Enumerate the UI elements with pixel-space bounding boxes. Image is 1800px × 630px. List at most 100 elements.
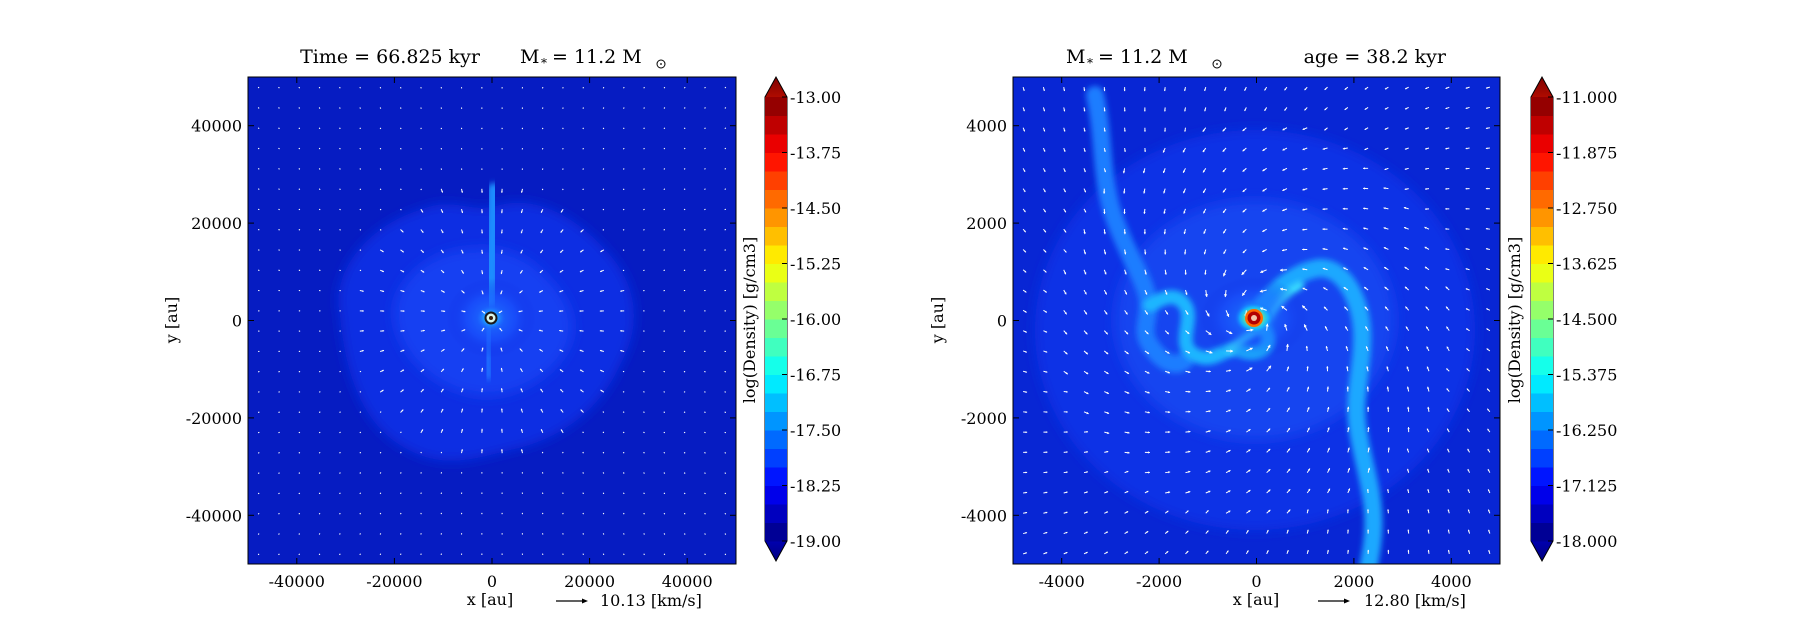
velocity-arrowhead	[1126, 470, 1129, 473]
velocity-arrowhead	[481, 408, 483, 411]
velocity-arrowhead	[421, 389, 424, 392]
velocity-arrowhead	[1063, 170, 1066, 172]
velocity-arrowhead	[420, 553, 422, 555]
velocity-arrowhead	[442, 349, 445, 351]
velocity-arrowhead	[362, 290, 364, 292]
y-tick-label: 2000	[966, 214, 1007, 233]
velocity-arrowhead	[1404, 266, 1407, 270]
velocity-arrowhead	[1203, 211, 1206, 214]
colorbar-band	[765, 245, 787, 264]
velocity-arrowhead	[1188, 410, 1191, 413]
x-tick-label: 0	[1251, 572, 1261, 591]
velocity-arrowhead	[540, 429, 543, 431]
velocity-arrowhead	[1083, 252, 1087, 255]
velocity-arrowhead	[1307, 427, 1310, 430]
velocity-arrowhead	[1083, 231, 1086, 235]
velocity-arrowhead	[1467, 509, 1470, 512]
velocity-arrowhead	[1282, 148, 1285, 151]
velocity-arrowhead	[481, 292, 484, 295]
velocity-arrowhead	[1124, 252, 1127, 255]
velocity-arrowhead	[704, 289, 706, 292]
velocity-arrowhead	[684, 533, 686, 535]
velocity-arrowhead	[1485, 187, 1488, 190]
velocity-arrowhead	[1063, 89, 1066, 92]
velocity-arrowhead	[501, 428, 503, 431]
velocity-arrowhead	[1347, 509, 1349, 511]
colorbar-band	[1531, 356, 1553, 375]
velocity-arrowhead	[278, 553, 280, 556]
velocity-arrowhead	[1487, 428, 1490, 431]
velocity-arrowhead	[542, 553, 544, 555]
velocity-arrowhead	[1284, 88, 1287, 91]
velocity-arrowhead	[1025, 491, 1028, 494]
velocity-arrowhead	[663, 350, 665, 353]
velocity-arrowhead	[1166, 331, 1169, 335]
velocity-arrowhead	[1385, 326, 1388, 329]
colorbar-tick-label: -18.000	[1556, 532, 1617, 551]
velocity-arrowhead	[381, 369, 384, 372]
mass-symbol: M	[1066, 46, 1085, 68]
velocity-arrowhead	[1268, 469, 1271, 472]
velocity-arrowhead	[1262, 169, 1265, 172]
velocity-arrowhead	[1365, 326, 1368, 329]
velocity-arrowhead	[1045, 491, 1048, 494]
velocity-arrowhead	[1045, 451, 1048, 454]
colorbar-band	[765, 152, 787, 172]
velocity-arrowhead	[1164, 130, 1166, 132]
velocity-arrowhead	[1386, 346, 1389, 349]
velocity-arrowhead	[1363, 207, 1366, 210]
quiver-key-left: 10.13 [km/s]	[556, 591, 702, 610]
velocity-arrowhead	[1466, 368, 1469, 371]
velocity-arrowhead	[359, 371, 362, 373]
velocity-arrowhead	[402, 369, 404, 372]
velocity-arrowhead	[664, 553, 666, 555]
velocity-arrowhead	[1384, 168, 1387, 171]
velocity-arrowhead	[1327, 488, 1331, 491]
velocity-arrowhead	[278, 391, 280, 393]
velocity-arrowhead	[257, 107, 260, 109]
velocity-arrowhead	[1147, 411, 1150, 414]
velocity-arrowhead	[339, 492, 341, 495]
velocity-arrowhead	[1386, 366, 1389, 369]
velocity-arrowhead	[1147, 391, 1150, 394]
velocity-arrowhead	[1267, 387, 1270, 391]
velocity-arrowhead	[1322, 207, 1325, 211]
velocity-arrowhead	[623, 553, 625, 555]
velocity-arrowhead	[1246, 550, 1249, 553]
velocity-arrowhead	[1167, 491, 1171, 494]
velocity-arrowhead	[562, 127, 564, 130]
velocity-arrowhead	[1264, 88, 1267, 91]
velocity-arrowhead	[562, 512, 564, 515]
velocity-arrowhead	[257, 86, 260, 89]
velocity-arrowhead	[623, 87, 625, 89]
velocity-arrowhead	[1286, 366, 1290, 369]
velocity-arrowhead	[1064, 190, 1066, 193]
panel-right-title-age: age = 38.2 kyr	[1304, 46, 1447, 68]
velocity-arrowhead	[379, 229, 382, 231]
velocity-arrowhead	[278, 371, 280, 373]
velocity-arrowhead	[1485, 147, 1488, 150]
velocity-arrowhead	[1045, 431, 1048, 434]
velocity-arrowhead	[339, 249, 341, 251]
velocity-arrowhead	[582, 533, 584, 535]
velocity-arrowhead	[1267, 408, 1271, 411]
velocity-arrowhead	[1265, 323, 1269, 327]
velocity-arrowhead	[560, 409, 563, 412]
velocity-arrowhead	[582, 107, 584, 109]
velocity-arrowhead	[684, 188, 686, 190]
velocity-arrowhead	[1106, 531, 1108, 534]
velocity-arrowhead	[278, 208, 280, 210]
velocity-arrowhead	[643, 229, 645, 231]
velocity-arrowhead	[359, 229, 361, 231]
velocity-arrowhead	[1445, 228, 1447, 230]
velocity-arrowhead	[1446, 346, 1449, 349]
velocity-arrowhead	[643, 452, 645, 454]
velocity-arrowhead	[1206, 530, 1209, 533]
colorbar-band	[1531, 97, 1553, 116]
velocity-arrowhead	[1044, 210, 1046, 213]
velocity-arrowhead	[298, 513, 300, 515]
velocity-arrowhead	[420, 452, 422, 454]
velocity-arrowhead	[359, 533, 361, 535]
velocity-arrowhead	[1465, 187, 1468, 190]
velocity-arrowhead	[1262, 128, 1265, 131]
